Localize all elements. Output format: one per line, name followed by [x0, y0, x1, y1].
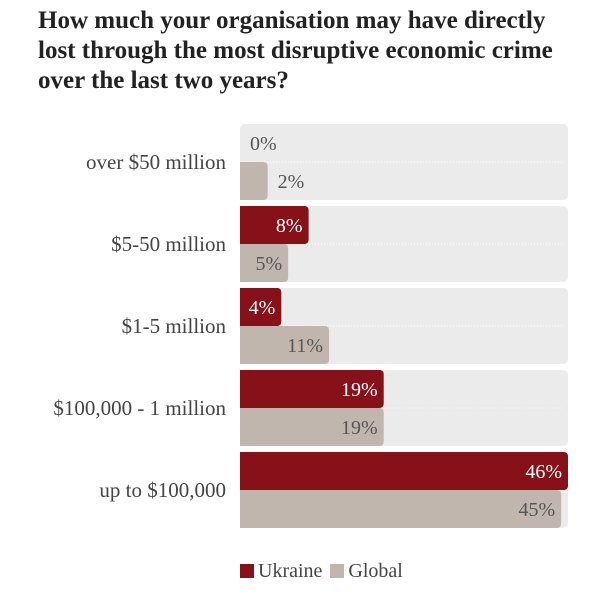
bar-ukraine: [240, 370, 384, 408]
group-background: [240, 124, 568, 200]
bar-ukraine: [240, 288, 282, 326]
category-label: $5-50 million: [111, 232, 226, 256]
category-label: over $50 million: [86, 150, 226, 174]
bar-edge: [240, 452, 246, 490]
data-label: 4%: [249, 297, 276, 319]
category-label: $1-5 million: [122, 314, 227, 338]
category-label: up to $100,000: [99, 478, 226, 502]
category-label: $100,000 - 1 million: [53, 396, 226, 420]
data-label: 2%: [278, 171, 305, 193]
legend-ukraine: Ukraine: [240, 560, 322, 583]
bar-global: [240, 244, 289, 282]
data-label: 8%: [276, 215, 303, 237]
legend-swatch: [330, 564, 345, 578]
legend: Ukraine Global: [240, 560, 403, 583]
legend-label: Global: [348, 560, 403, 582]
chart-title: How much your organisation may have dire…: [38, 7, 553, 94]
bar-ukraine: [240, 452, 568, 490]
bar-edge: [240, 288, 246, 326]
data-label: 0%: [250, 133, 277, 155]
legend-swatch: [240, 564, 254, 578]
bar-global: [240, 326, 330, 364]
data-label: 45%: [519, 499, 556, 521]
bar-ukraine: [240, 206, 309, 244]
data-label: 11%: [287, 335, 323, 357]
bar-edge: [240, 370, 246, 408]
bar-edge: [240, 490, 246, 528]
data-label: 19%: [341, 417, 378, 439]
bar-global: [240, 490, 562, 528]
legend-label: Ukraine: [258, 560, 323, 582]
legend-global: Global: [330, 560, 403, 583]
bar-global: [240, 408, 384, 446]
bar-edge: [240, 244, 246, 282]
data-label: 46%: [525, 461, 562, 483]
bar-edge: [240, 206, 246, 244]
bar-edge: [240, 408, 246, 446]
data-label: 19%: [341, 379, 378, 401]
group-background: [240, 206, 568, 282]
data-label: 5%: [255, 253, 282, 275]
bar-global: [240, 162, 268, 200]
bar-edge: [240, 326, 246, 364]
bar-edge: [240, 162, 246, 200]
